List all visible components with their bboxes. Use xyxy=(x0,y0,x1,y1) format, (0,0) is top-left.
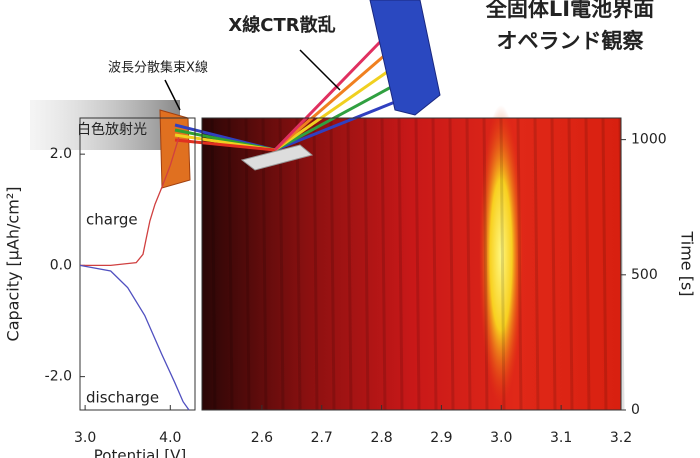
stripe xyxy=(363,117,370,411)
x-tick-label: 3.0 xyxy=(490,430,512,446)
y-tick-label: 0 xyxy=(631,402,640,418)
stripe xyxy=(278,117,285,411)
title: オペランド観察 xyxy=(497,29,645,53)
y2-label: Time [s] xyxy=(678,230,697,296)
stripe xyxy=(465,117,472,411)
y-tick-label: 500 xyxy=(631,267,658,283)
detector xyxy=(369,0,441,116)
x-tick-label: 2.9 xyxy=(430,430,452,446)
y-tick-label: 1000 xyxy=(631,132,667,148)
stripe xyxy=(397,117,404,411)
stripe xyxy=(329,117,336,411)
stripe xyxy=(516,117,523,411)
stripe xyxy=(601,117,608,411)
stripe xyxy=(567,117,574,411)
stripe xyxy=(210,117,217,411)
stripe xyxy=(448,117,455,411)
stripe xyxy=(380,117,387,411)
series-label: charge xyxy=(86,211,138,229)
stripe xyxy=(227,117,234,411)
stripe xyxy=(312,117,319,411)
stripe xyxy=(584,117,591,411)
stripe xyxy=(414,117,421,411)
stripe xyxy=(295,117,302,411)
stripe xyxy=(550,117,557,411)
y-tick-label: 2.0 xyxy=(50,146,72,162)
title: 全固体LI電池界面 xyxy=(485,0,654,21)
heatmap-image xyxy=(202,105,625,411)
left-frame xyxy=(79,117,196,411)
stripe xyxy=(431,117,438,411)
x-tick-label: 2.6 xyxy=(251,430,273,446)
x-label: Potential [V] xyxy=(94,447,186,458)
stripe xyxy=(499,117,506,411)
stripe xyxy=(244,117,251,411)
focus-label: 波長分散集束X線 xyxy=(108,60,208,76)
right-frame xyxy=(201,117,622,411)
white-beam xyxy=(30,100,180,150)
series-label: discharge xyxy=(86,389,159,407)
y-label: Capacity [μAh/cm²] xyxy=(4,187,23,342)
x-tick-label: 3.1 xyxy=(550,430,572,446)
stripe xyxy=(482,117,489,411)
y-tick-label: 0.0 xyxy=(50,257,72,273)
stripe xyxy=(346,117,353,411)
sample xyxy=(240,144,314,171)
stripe xyxy=(533,117,540,411)
x-tick-label: 2.7 xyxy=(311,430,333,446)
x-tick-label: 3.2 xyxy=(610,430,632,446)
pointer xyxy=(164,79,181,111)
y-tick-label: -2.0 xyxy=(45,369,72,385)
ctr-label: X線CTR散乱 xyxy=(228,14,335,36)
x-tick-label: 4.0 xyxy=(159,430,181,446)
pointer xyxy=(299,49,341,91)
line xyxy=(80,137,180,267)
x-tick-label: 3.0 xyxy=(74,430,96,446)
line xyxy=(79,264,190,411)
source-label: 白色放射光 xyxy=(77,121,147,138)
x-tick-label: 2.8 xyxy=(370,430,392,446)
